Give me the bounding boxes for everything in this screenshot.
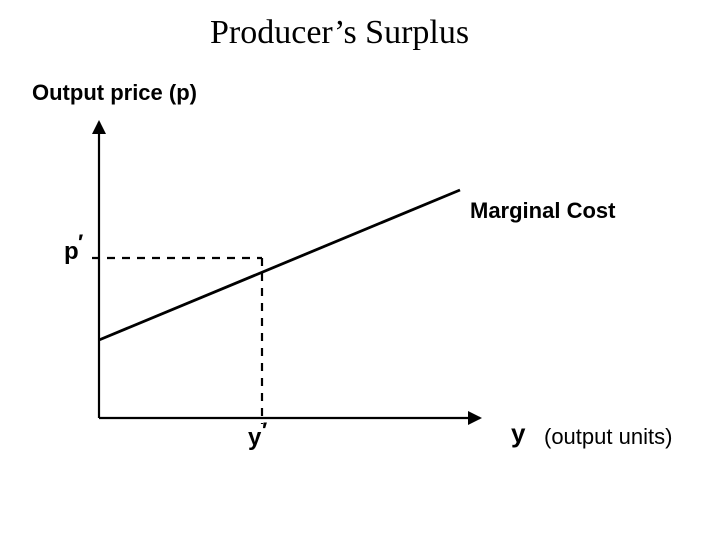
- y-axis-arrow-icon: [92, 120, 106, 134]
- chart-plot-area: [80, 120, 510, 440]
- p-tick-label: p: [64, 238, 79, 266]
- chart-title: Producer’s Surplus: [210, 14, 469, 52]
- x-axis-symbol: y: [511, 418, 525, 449]
- marginal-cost-line: [99, 190, 460, 340]
- y-axis-label: Output price (p): [32, 80, 197, 106]
- x-axis-unit-label: (output units): [544, 424, 672, 450]
- x-axis-arrow-icon: [468, 411, 482, 425]
- chart-svg: [80, 120, 510, 440]
